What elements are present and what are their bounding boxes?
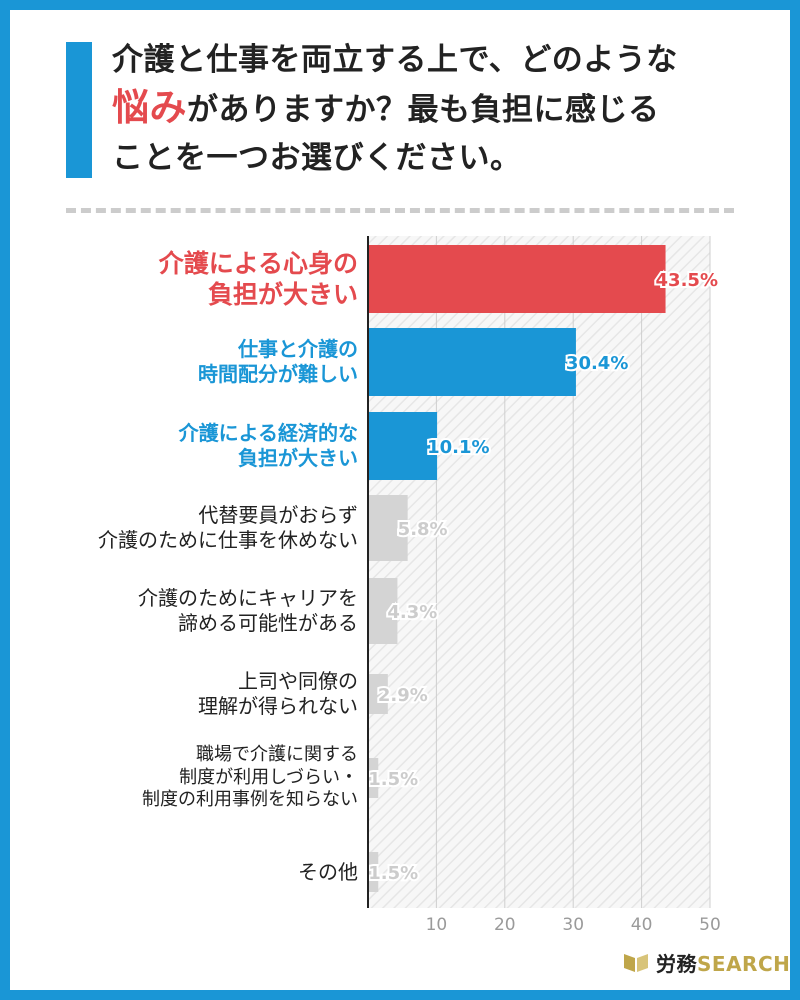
category-label-line: その他 [298,859,358,884]
category-label: 介護のためにキャリアを 諦める可能性がある [138,561,358,661]
bar [368,412,438,480]
x-tick-label: 40 [631,915,653,935]
category-label-line: 制度が利用しづらい・ [179,766,358,788]
category-label-line: 介護のために仕事を休めない [98,528,358,552]
category-label-line: 上司や同僚の [238,669,358,693]
title-line-3: ことを一つお選びください。 [112,140,522,176]
value-label: 1.5% [368,769,418,790]
title-line-2: 悩みがありますか？最も負担に感じる [112,84,762,134]
category-label: その他 [298,822,358,922]
value-label: 5.8% [398,519,448,540]
category-label-line: 介護による心身の [158,248,358,278]
category-label: 仕事と介護の 時間配分が難しい [198,312,358,412]
category-label-line: 時間配分が難しい [198,362,358,386]
bar [368,674,388,714]
book-icon [624,954,648,972]
title-accent-bar [66,42,92,178]
category-label-line: 理解が得られない [198,694,358,718]
x-tick-label: 20 [494,915,516,935]
value-label: 2.9% [378,685,428,706]
bar [368,758,379,798]
value-label: 43.5% [656,270,718,291]
category-label: 代替要員がおらず 介護のために仕事を休めない [98,478,358,578]
brand-name: 労務SEARCH [656,948,790,977]
category-label-line: 介護のためにキャリアを [138,586,358,610]
title-highlight: 悩み [112,86,187,129]
category-label-line: 制度の利用事例を知らない [142,789,358,811]
value-label: 30.4% [566,353,628,374]
x-tick-label: 30 [562,915,584,935]
brand-kanji: 労務 [656,951,697,976]
category-label-line: 仕事と介護の [238,337,358,361]
value-label: 10.1% [427,437,489,458]
brand-logo: 労務SEARCH [622,946,790,978]
category-label-line: 職場で介護に関する [196,744,358,766]
category-label-line: 負担が大きい [207,280,358,309]
category-label-line: 諦める可能性がある [178,611,358,635]
title-line-1: 介護と仕事を両立する上で、どのような [112,42,678,78]
question-title: 介護と仕事を両立する上で、どのような 悩みがありますか？最も負担に感じる ことを… [112,36,762,182]
bar [368,245,666,313]
brand-latin: SEARCH [697,951,791,976]
category-label: 介護による心身の 負担が大きい [159,229,358,329]
category-label-line: 負担が大きい [238,446,358,470]
value-label: 4.3% [387,602,437,623]
bar [368,495,408,561]
x-tick-label: 10 [426,915,448,935]
category-label-line: 介護による経済的な [178,421,358,445]
bar [368,328,576,396]
dashed-divider [66,208,734,213]
category-label: 職場で介護に関する 制度が利用しづらい・ 制度の利用事例を知らない [142,728,358,828]
category-label-line: 代替要員がおらず [198,503,358,527]
category-label: 介護による経済的な 負担が大きい [179,396,358,496]
bar [368,578,398,644]
category-label: 上司や同僚の 理解が得られない [198,644,358,744]
title-line-2-rest: がありますか？最も負担に感じる [187,92,660,128]
bar [368,852,379,892]
x-tick-label: 50 [699,915,721,935]
value-label: 1.5% [368,863,418,884]
